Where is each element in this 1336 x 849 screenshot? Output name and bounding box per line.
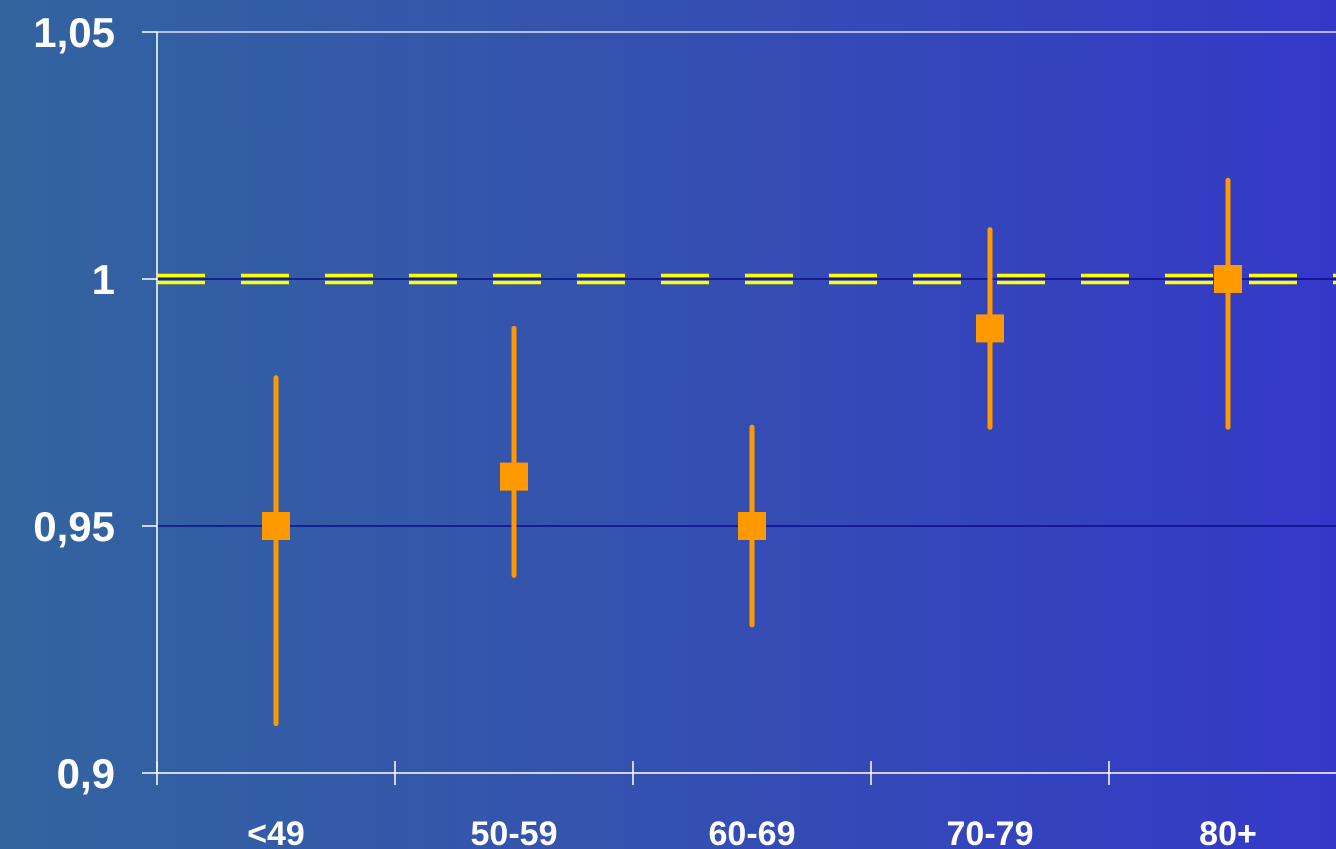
y-tick-label-0: 0,9: [57, 750, 115, 797]
y-tick-label-3: 1,05: [33, 9, 115, 56]
data-point-2: [738, 512, 766, 540]
y-tick-label-1: 0,95: [33, 503, 115, 550]
y-tick-label-2: 1: [92, 256, 115, 303]
tick-labels: 0,9 0,95 1 1,05 <49 50-59 60-69 70-79 80+: [33, 9, 1257, 849]
data-point-4: [1214, 265, 1242, 293]
data-point-3: [976, 314, 1004, 343]
data-marks: [262, 177, 1242, 727]
x-tick-label-3: 70-79: [947, 815, 1034, 849]
data-point-0: [262, 512, 290, 540]
x-tick-label-2: 60-69: [709, 815, 796, 849]
x-tick-label-1: 50-59: [471, 815, 558, 849]
x-tick-label-4: 80+: [1199, 815, 1257, 849]
gridlines: [157, 31, 1336, 527]
data-point-1: [500, 462, 528, 491]
x-tick-label-0: <49: [247, 815, 305, 849]
reference-line: [157, 273, 1336, 285]
axes: [142, 31, 1336, 785]
